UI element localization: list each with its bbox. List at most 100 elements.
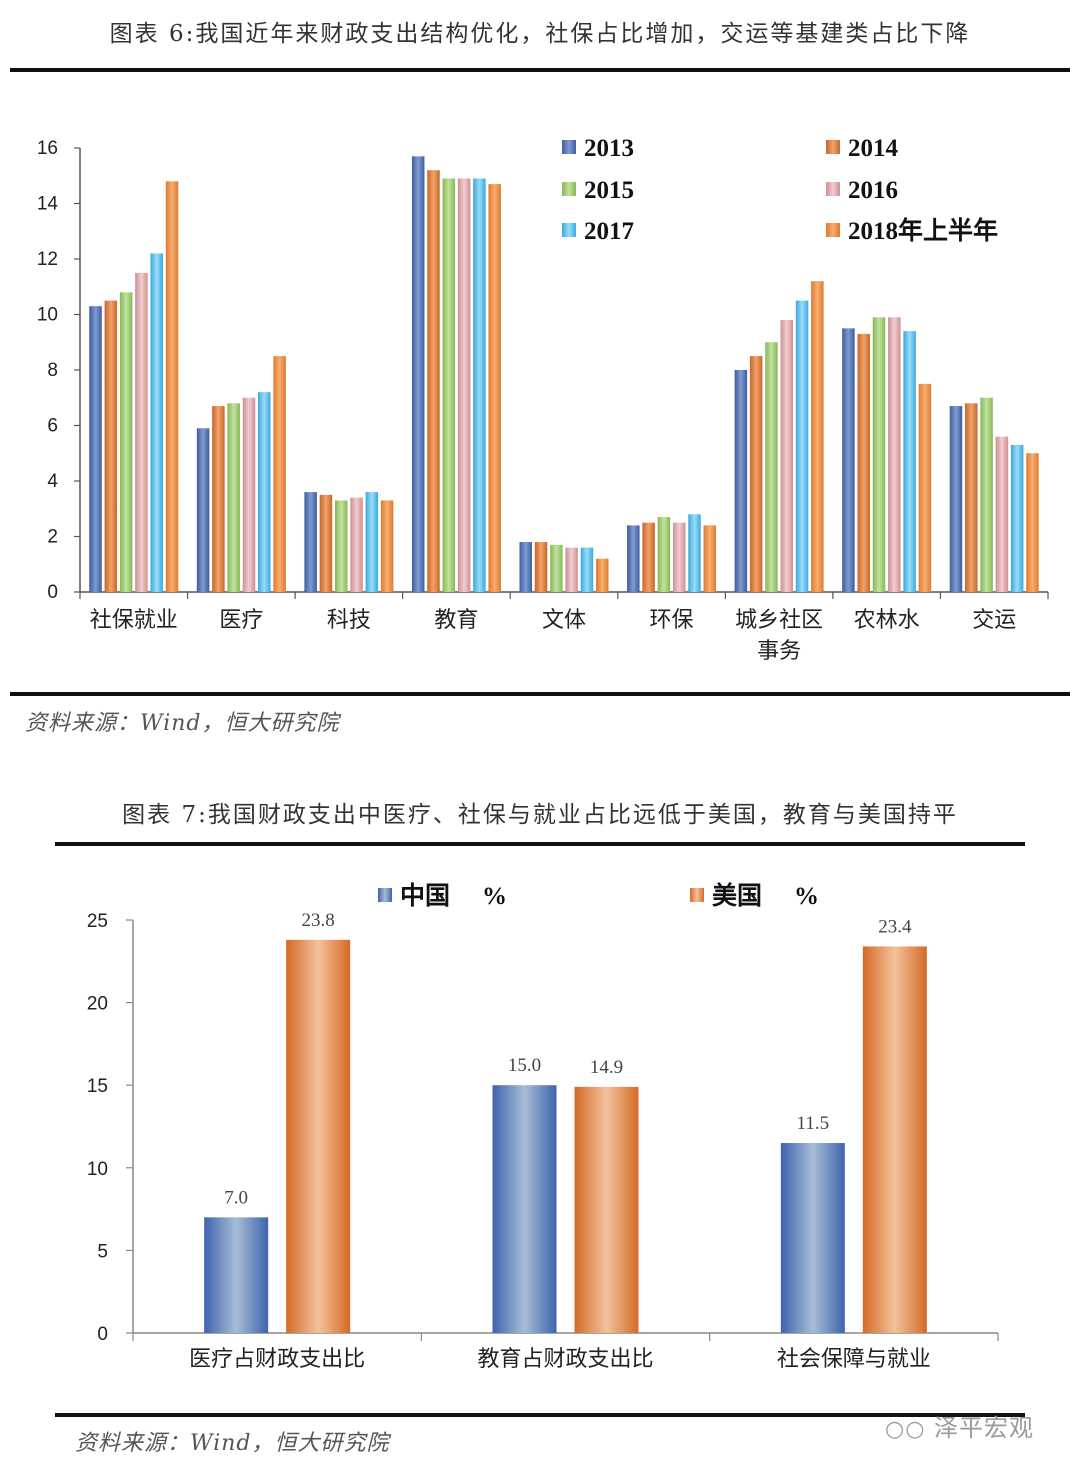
y-tick-label: 12: [37, 249, 58, 270]
y-tick-label: 16: [37, 138, 58, 159]
bar-2016: [672, 522, 686, 592]
figure7-bottom-rule: [55, 1413, 1025, 1417]
bar-2015: [872, 317, 886, 592]
bar-2017: [903, 331, 916, 592]
legend-swatch-usa: [690, 888, 704, 902]
figure6-bars: [89, 156, 1039, 593]
legend-label: 2017: [584, 218, 634, 245]
y-tick-label: 8: [47, 360, 58, 381]
bar-2013: [519, 542, 532, 592]
data-label: 23.8: [302, 910, 335, 931]
y-tick-label: 20: [87, 994, 108, 1015]
y-tick-label: 10: [87, 1159, 108, 1180]
bar-2013: [196, 428, 210, 592]
bar-2018年上半年: [165, 181, 179, 593]
bar-usa: [286, 939, 351, 1333]
figure7-source: 资料来源：Wind，恒大研究院: [75, 1431, 390, 1456]
wechat-icon: ○○: [885, 1417, 926, 1442]
bar-2014: [534, 542, 548, 592]
y-tick-label: 4: [47, 471, 58, 492]
x-category-label: 交运: [972, 608, 1016, 633]
legend-swatch-2013: [562, 140, 576, 154]
figure7-title: 图表 7:我国财政支出中医疗、社保与就业占比远低于美国，教育与美国持平: [122, 802, 958, 828]
bar-2017: [1010, 444, 1024, 592]
bar-2017: [150, 253, 163, 592]
bar-2016: [780, 320, 794, 592]
bar-2018年上半年: [811, 281, 824, 592]
bar-2015: [442, 178, 456, 592]
data-label: 7.0: [224, 1187, 248, 1208]
legend-label: 2016: [848, 177, 898, 204]
x-category-label: 教育占财政支出比: [477, 1347, 653, 1372]
bar-2013: [627, 525, 640, 592]
bar-2015: [657, 517, 671, 592]
bar-2013: [304, 492, 317, 592]
figure6-legend: 2013 2014 2015 2016 2017 2018年上半年: [562, 135, 998, 245]
x-category-label: 教育: [434, 608, 478, 633]
legend-label: 2013: [584, 135, 634, 162]
watermark-text: 泽平宏观: [934, 1414, 1035, 1442]
y-tick-label: 2: [47, 527, 58, 548]
legend-label: 美国%: [712, 881, 819, 910]
legend-label: 2018年上半年: [848, 216, 998, 245]
bar-2018年上半年: [918, 383, 932, 592]
figure7-bars: 7.0 23.8 15.0 14.9 11.5 23.4: [204, 910, 927, 1333]
bar-2016: [135, 272, 148, 592]
data-label: 15.0: [508, 1055, 541, 1076]
figure7-legend: 中国% 美国%: [378, 881, 819, 910]
bar-2018年上半年: [596, 558, 609, 592]
y-tick-label: 5: [97, 1241, 108, 1262]
bar-2013: [949, 406, 963, 592]
y-tick-label: 15: [87, 1076, 108, 1097]
bar-2013: [411, 156, 425, 592]
bar-2017: [795, 300, 809, 592]
bar-china: [204, 1217, 269, 1333]
x-category-label: 医疗占财政支出比: [189, 1347, 365, 1372]
legend-swatch-2014: [826, 140, 840, 154]
figure6-source: 资料来源：Wind，恒大研究院: [25, 711, 340, 736]
bar-2017: [688, 514, 701, 592]
bar-usa: [574, 1086, 639, 1333]
x-category-label: 社保就业: [90, 608, 178, 633]
figure6-axes: 0 2 4 6 8 10 12 14 16 社保就业 医疗 科技 教育 文体 环保 城乡社区事务 农林水 交运: [37, 138, 1049, 664]
legend-label: 中国%: [400, 881, 507, 910]
bar-2014: [749, 356, 763, 592]
bar-2014: [642, 522, 655, 592]
x-category-label: 科技: [327, 608, 371, 633]
x-category-label: 医疗: [219, 608, 263, 633]
data-label: 11.5: [797, 1113, 830, 1134]
bar-2014: [319, 494, 333, 592]
x-category-label: 城乡社区事务: [735, 608, 823, 664]
figure6-bottom-rule: [10, 692, 1070, 696]
bar-2013: [842, 328, 855, 592]
bar-2014: [212, 406, 225, 592]
bar-2017: [258, 392, 271, 592]
watermark-logo: ○○ 泽平宏观: [885, 1408, 1034, 1443]
bar-2015: [119, 292, 133, 592]
bar-2017: [365, 492, 379, 592]
bar-2014: [104, 300, 118, 592]
x-category-label: 农林水: [854, 608, 920, 633]
legend-swatch-2016: [826, 182, 840, 196]
bar-2016: [457, 178, 471, 592]
bar-2014: [857, 333, 870, 592]
legend-swatch-china: [378, 888, 392, 902]
bar-2015: [980, 397, 993, 592]
figure7-axes: 0 5 10 15 20 25 医疗占财政支出比 教育占财政支出比 社会保障与就业: [87, 911, 999, 1372]
bar-2014: [427, 170, 440, 592]
bar-2018年上半年: [273, 356, 286, 592]
y-tick-label: 6: [47, 416, 58, 437]
y-tick-label: 0: [97, 1324, 108, 1345]
data-label: 23.4: [878, 916, 912, 937]
y-tick-label: 25: [87, 911, 108, 932]
bar-2015: [227, 403, 240, 592]
x-category-label: 社会保障与就业: [777, 1347, 931, 1372]
bar-2018年上半年: [488, 184, 501, 592]
bar-2017: [580, 547, 594, 592]
bar-2016: [888, 317, 901, 592]
bar-2016: [350, 497, 363, 592]
bar-2016: [995, 436, 1009, 592]
bar-2017: [473, 178, 486, 592]
bar-2013: [89, 306, 102, 592]
y-tick-label: 14: [37, 194, 59, 215]
